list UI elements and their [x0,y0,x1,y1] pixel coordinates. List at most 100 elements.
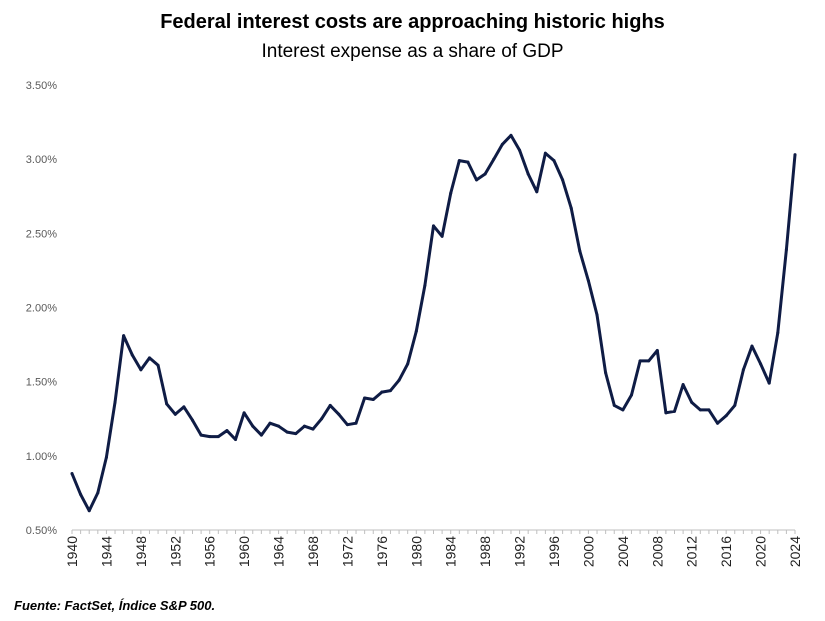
data-point [311,427,315,431]
data-point [707,408,711,412]
data-point [156,363,160,367]
data-point [328,403,332,407]
x-tick-label: 1976 [374,536,390,567]
data-point [414,329,418,333]
y-axis: 0.50% 1.00% 1.50% 2.00% 2.50% 3.00% 3.50% [26,80,57,537]
data-point [432,224,435,228]
data-point [234,438,238,442]
data-point [492,157,496,161]
data-point [621,408,625,412]
data-point [664,411,668,415]
data-point [629,393,633,397]
x-tick-label: 2020 [753,536,769,567]
x-tick-label: 2004 [615,536,631,567]
data-point [87,509,91,513]
chart-title: Federal interest costs are approaching h… [160,11,665,33]
data-point [130,353,134,357]
x-tick-label: 2016 [718,536,734,567]
data-point [139,368,143,372]
data-point [518,148,522,152]
x-tick-label: 1988 [477,536,493,567]
x-tick-label: 2000 [580,536,596,567]
data-point [208,435,212,439]
data-point [165,402,169,406]
data-point [612,403,616,407]
data-point [647,359,651,363]
data-point [578,249,582,253]
x-tick-label: 1996 [546,536,562,567]
source-note: Fuente: FactSet, Índice S&P 500. [14,598,216,613]
data-point [320,417,324,421]
data-point [681,383,685,387]
y-tick-label: 1.50% [26,377,57,389]
data-point [406,362,410,366]
x-tick-label: 2008 [649,536,665,567]
data-point [449,191,453,195]
x-tick-label: 1968 [305,536,321,567]
data-point [337,412,341,416]
y-tick-label: 0.50% [26,525,57,537]
data-point [500,142,504,146]
data-point [216,435,220,439]
data-point [388,389,392,393]
data-point [561,178,565,182]
data-point [104,455,108,459]
y-tick-label: 2.00% [26,303,57,315]
y-tick-label: 1.00% [26,451,57,463]
data-point [371,397,375,401]
data-point [242,411,246,415]
data-point [285,430,289,434]
data-point [225,429,229,433]
data-point [733,403,737,407]
data-point [268,421,272,425]
data-point [259,433,263,437]
data-point [173,412,177,416]
data-point [423,283,427,287]
x-tick-label: 2024 [787,536,803,567]
data-point [698,408,702,412]
data-point [750,344,754,348]
data-point [113,400,117,404]
data-point [294,432,298,436]
data-point [380,390,384,394]
data-point [543,151,547,155]
data-point [191,418,194,422]
data-point [741,368,745,372]
x-tick-label: 1960 [236,536,252,567]
data-point [122,334,126,338]
data-point [251,424,255,428]
data-point [526,172,530,176]
chart-subtitle: Interest expense as a share of GDP [261,41,564,62]
x-tick-label: 1992 [512,536,528,567]
x-tick-label: 1948 [133,536,149,567]
data-point [535,190,539,194]
data-point [79,492,83,496]
data-point [199,433,203,437]
data-point [483,172,487,176]
data-point [784,248,788,252]
data-point [397,378,401,382]
data-point [354,421,358,425]
y-tick-label: 2.50% [26,228,57,240]
x-tick-label: 1944 [98,536,114,567]
x-tick-label: 2012 [684,536,700,567]
data-point [569,206,573,210]
data-point [182,405,186,409]
data-point [302,424,306,428]
data-point [793,153,797,157]
data-point [475,178,479,182]
data-point [690,400,694,404]
data-point [466,160,470,164]
series-line [70,133,797,513]
x-tick-label: 1952 [167,536,183,567]
data-point [767,381,771,385]
data-point [724,414,728,418]
data-point [363,396,367,400]
data-point [759,362,763,366]
data-point [70,472,74,476]
data-point [776,331,780,335]
data-point [595,313,599,317]
data-point [277,424,281,428]
data-point [440,234,444,238]
